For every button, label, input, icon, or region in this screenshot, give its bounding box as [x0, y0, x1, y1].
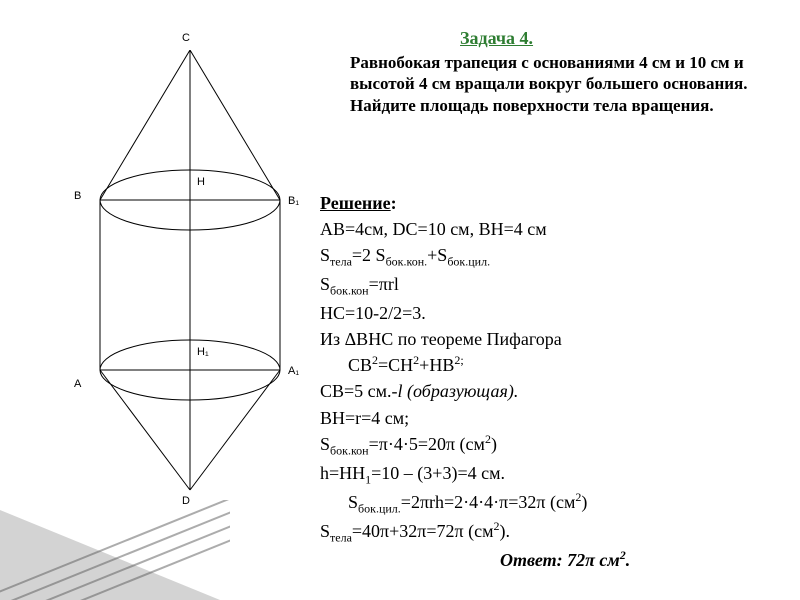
l9a: S [320, 434, 330, 454]
corner-stripes [0, 500, 230, 600]
l11b: бок.цил. [358, 501, 401, 515]
ans-label: Ответ: [500, 550, 563, 570]
l8: BH=r=4 см; [320, 408, 409, 428]
l10a: h=HH [320, 463, 365, 483]
answer-line: Ответ: 72π см2. [320, 550, 630, 570]
solution-block: Решение: AB=4см, DC=10 см, BH=4 см Sтела… [320, 190, 790, 573]
label-b1: B₁ [288, 195, 299, 207]
l7a: CB=5 см. [320, 381, 392, 401]
l12b: тела [330, 530, 352, 544]
diagram-svg [50, 50, 330, 520]
line-given: AB=4см, DC=10 см, BH=4 см [320, 219, 547, 239]
label-a: A [74, 378, 81, 390]
label-h1: H₁ [197, 346, 209, 358]
l9c: =π·4·5=20π (см [369, 434, 485, 454]
label-h: H [197, 176, 205, 188]
rotation-body-diagram: C B B₁ H H₁ A A₁ D [50, 50, 330, 540]
l10c: =10 – (3+3)=4 см. [371, 463, 505, 483]
l6e: +HB [419, 355, 454, 375]
problem-title: Задача 4. [460, 28, 533, 49]
l2d: бок.кон. [386, 255, 428, 269]
label-c: C [182, 32, 190, 44]
l3b: бок.кон [330, 284, 369, 298]
l12a: S [320, 521, 330, 541]
solution-header: Решение [320, 193, 391, 213]
l2f: бок.цил. [447, 255, 490, 269]
l11e: ) [581, 492, 587, 512]
l2c: =2 S [352, 245, 386, 265]
l12c: =40π+32π=72π (см [352, 521, 494, 541]
label-a1: A₁ [288, 365, 299, 377]
l9e: ) [491, 434, 497, 454]
l3c: =πrl [369, 274, 399, 294]
ans-dot: . [626, 550, 631, 570]
problem-statement: Равнобокая трапеция с основаниями 4 см и… [350, 52, 790, 116]
label-b: B [74, 190, 81, 202]
l2e: +S [427, 245, 447, 265]
ans-val: 72π см [563, 550, 620, 570]
l4: HC=10-2/2=3. [320, 303, 426, 323]
l2a: S [320, 245, 330, 265]
l6f: 2; [454, 353, 463, 367]
l11c: =2πrh=2·4·4·π=32π (см [401, 492, 576, 512]
l9b: бок.кон [330, 443, 369, 457]
l12e: ). [500, 521, 511, 541]
l3a: S [320, 274, 330, 294]
l11a: S [348, 492, 358, 512]
l6c: =CH [378, 355, 413, 375]
l7b: -l (образующая). [392, 381, 519, 401]
l2b: тела [330, 255, 352, 269]
l6a: CB [348, 355, 372, 375]
l5: Из ΔBHC по теореме Пифагора [320, 329, 562, 349]
